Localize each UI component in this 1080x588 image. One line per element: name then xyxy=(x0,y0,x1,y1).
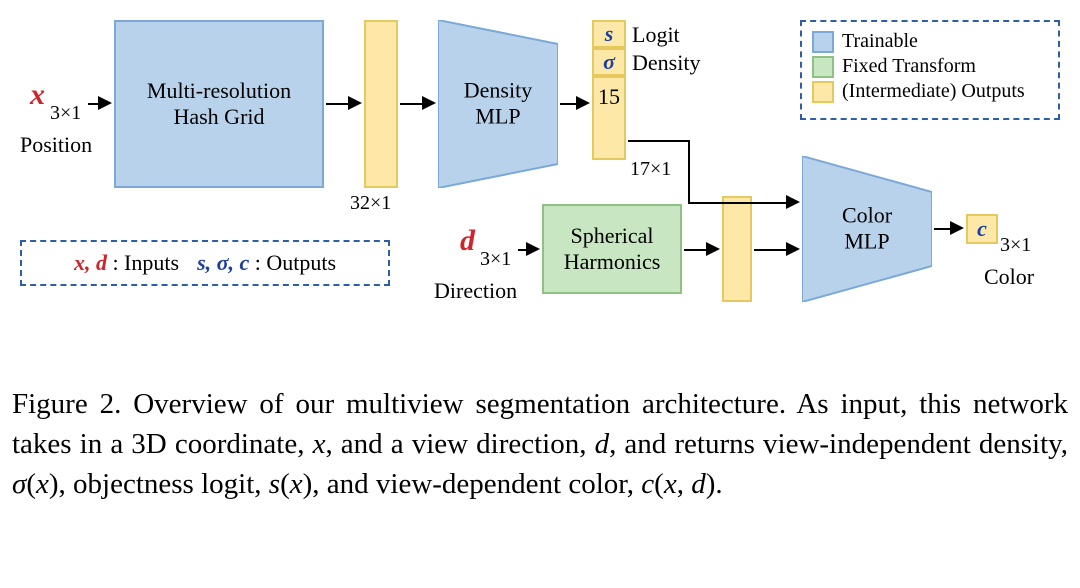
feature-17-dim: 17×1 xyxy=(630,158,671,181)
legend-io: x, d : Inputs s, σ, c : Outputs xyxy=(20,240,390,286)
hash-grid-block: Multi-resolution Hash Grid xyxy=(114,20,324,188)
legend-fixed: Fixed Transform xyxy=(812,55,1048,78)
feature-15-box: 15 xyxy=(592,76,626,160)
caption-x: x xyxy=(313,428,326,460)
arrow-head xyxy=(786,195,800,209)
output-c-symbol: c xyxy=(977,216,987,242)
arrow-head xyxy=(706,242,720,256)
output-c-label: Color xyxy=(984,264,1034,290)
arrow-head xyxy=(422,96,436,110)
feature-sigma-box: σ xyxy=(592,48,626,76)
caption-lp1: ( xyxy=(26,468,36,500)
input-x-dim: 3×1 xyxy=(50,102,81,125)
input-d-dim: 3×1 xyxy=(480,248,511,271)
caption-s: s xyxy=(269,468,280,500)
arrow-head xyxy=(526,242,540,256)
caption-t3: , and returns view-independent density, xyxy=(609,428,1068,460)
caption-xv3: x xyxy=(664,468,677,500)
legend-fixed-label: Fixed Transform xyxy=(842,55,976,78)
caption-t2: , and a view direction, xyxy=(325,428,594,460)
input-d-symbol: d xyxy=(460,224,475,258)
caption-dv: d xyxy=(691,468,706,500)
caption-t5: , and view-dependent color, xyxy=(312,468,641,500)
caption-lp2: ( xyxy=(280,468,290,500)
caption-xv2: x xyxy=(290,468,303,500)
swatch-intermediate xyxy=(812,81,834,103)
arrow xyxy=(326,103,350,105)
figure-caption: Figure 2. Overview of our multiview segm… xyxy=(0,384,1080,504)
spherical-label: Spherical Harmonics xyxy=(564,223,661,276)
legend-inputs: x, d : Inputs xyxy=(74,250,179,276)
feature-s-box: s xyxy=(592,20,626,48)
legend-types: Trainable Fixed Transform (Intermediate)… xyxy=(800,20,1060,120)
logit-label: Logit xyxy=(632,22,680,48)
caption-t6: . xyxy=(715,468,722,500)
legend-inputs-text: : Inputs xyxy=(107,250,179,275)
legend-trainable: Trainable xyxy=(812,30,1048,53)
swatch-fixed xyxy=(812,56,834,78)
legend-outputs: s, σ, c : Outputs xyxy=(197,250,336,276)
arrow-head xyxy=(348,96,362,110)
output-s-symbol: s xyxy=(605,21,614,47)
arrow-head xyxy=(786,242,800,256)
legend-intermediate-label: (Intermediate) Outputs xyxy=(842,80,1025,103)
arrow xyxy=(688,202,788,204)
arrow xyxy=(400,103,424,105)
arrow-head xyxy=(576,96,590,110)
arrow xyxy=(754,249,788,251)
swatch-trainable xyxy=(812,31,834,53)
arrow xyxy=(684,249,708,251)
arrow-head xyxy=(950,221,964,235)
architecture-diagram: x 3×1 Position Multi-resolution Hash Gri… xyxy=(20,20,1060,350)
legend-outputs-text: : Outputs xyxy=(249,250,336,275)
caption-rp2: ) xyxy=(303,468,313,500)
feature-sh xyxy=(722,196,752,302)
color-mlp-label: Color MLP xyxy=(802,203,932,256)
color-mlp-block: Color MLP xyxy=(802,156,932,302)
caption-rp1: ) xyxy=(49,468,59,500)
caption-t4: , objectness logit, xyxy=(59,468,269,500)
hash-grid-label: Multi-resolution Hash Grid xyxy=(147,78,291,131)
arrow xyxy=(628,140,688,142)
feature-15-label: 15 xyxy=(598,84,620,110)
legend-intermediate: (Intermediate) Outputs xyxy=(812,80,1048,103)
legend-trainable-label: Trainable xyxy=(842,30,918,53)
density-mlp-block: Density MLP xyxy=(438,20,558,188)
legend-inputs-syms: x, d xyxy=(74,250,107,275)
caption-c: c xyxy=(641,468,654,500)
arrow-elbow xyxy=(688,140,690,202)
legend-outputs-syms: s, σ, c xyxy=(197,250,249,275)
caption-comma: , xyxy=(677,468,692,500)
input-x-label: Position xyxy=(20,132,92,158)
output-sigma-symbol: σ xyxy=(603,49,615,75)
caption-xv: x xyxy=(36,468,49,500)
spherical-block: Spherical Harmonics xyxy=(542,204,682,294)
caption-sigma: σ xyxy=(12,468,26,500)
feature-32 xyxy=(364,20,398,188)
caption-d: d xyxy=(595,428,610,460)
arrow-head xyxy=(98,96,112,110)
caption-fig: Figure 2. xyxy=(12,388,133,420)
input-d-label: Direction xyxy=(434,278,517,304)
input-x-symbol: x xyxy=(30,78,45,112)
density-mlp-label: Density MLP xyxy=(438,78,558,131)
caption-lp3: ( xyxy=(654,468,664,500)
feature-32-dim: 32×1 xyxy=(350,192,391,215)
output-c-box: c xyxy=(966,214,998,244)
caption-rp3: ) xyxy=(706,468,716,500)
density-label: Density xyxy=(632,50,700,76)
output-c-dim: 3×1 xyxy=(1000,234,1031,257)
